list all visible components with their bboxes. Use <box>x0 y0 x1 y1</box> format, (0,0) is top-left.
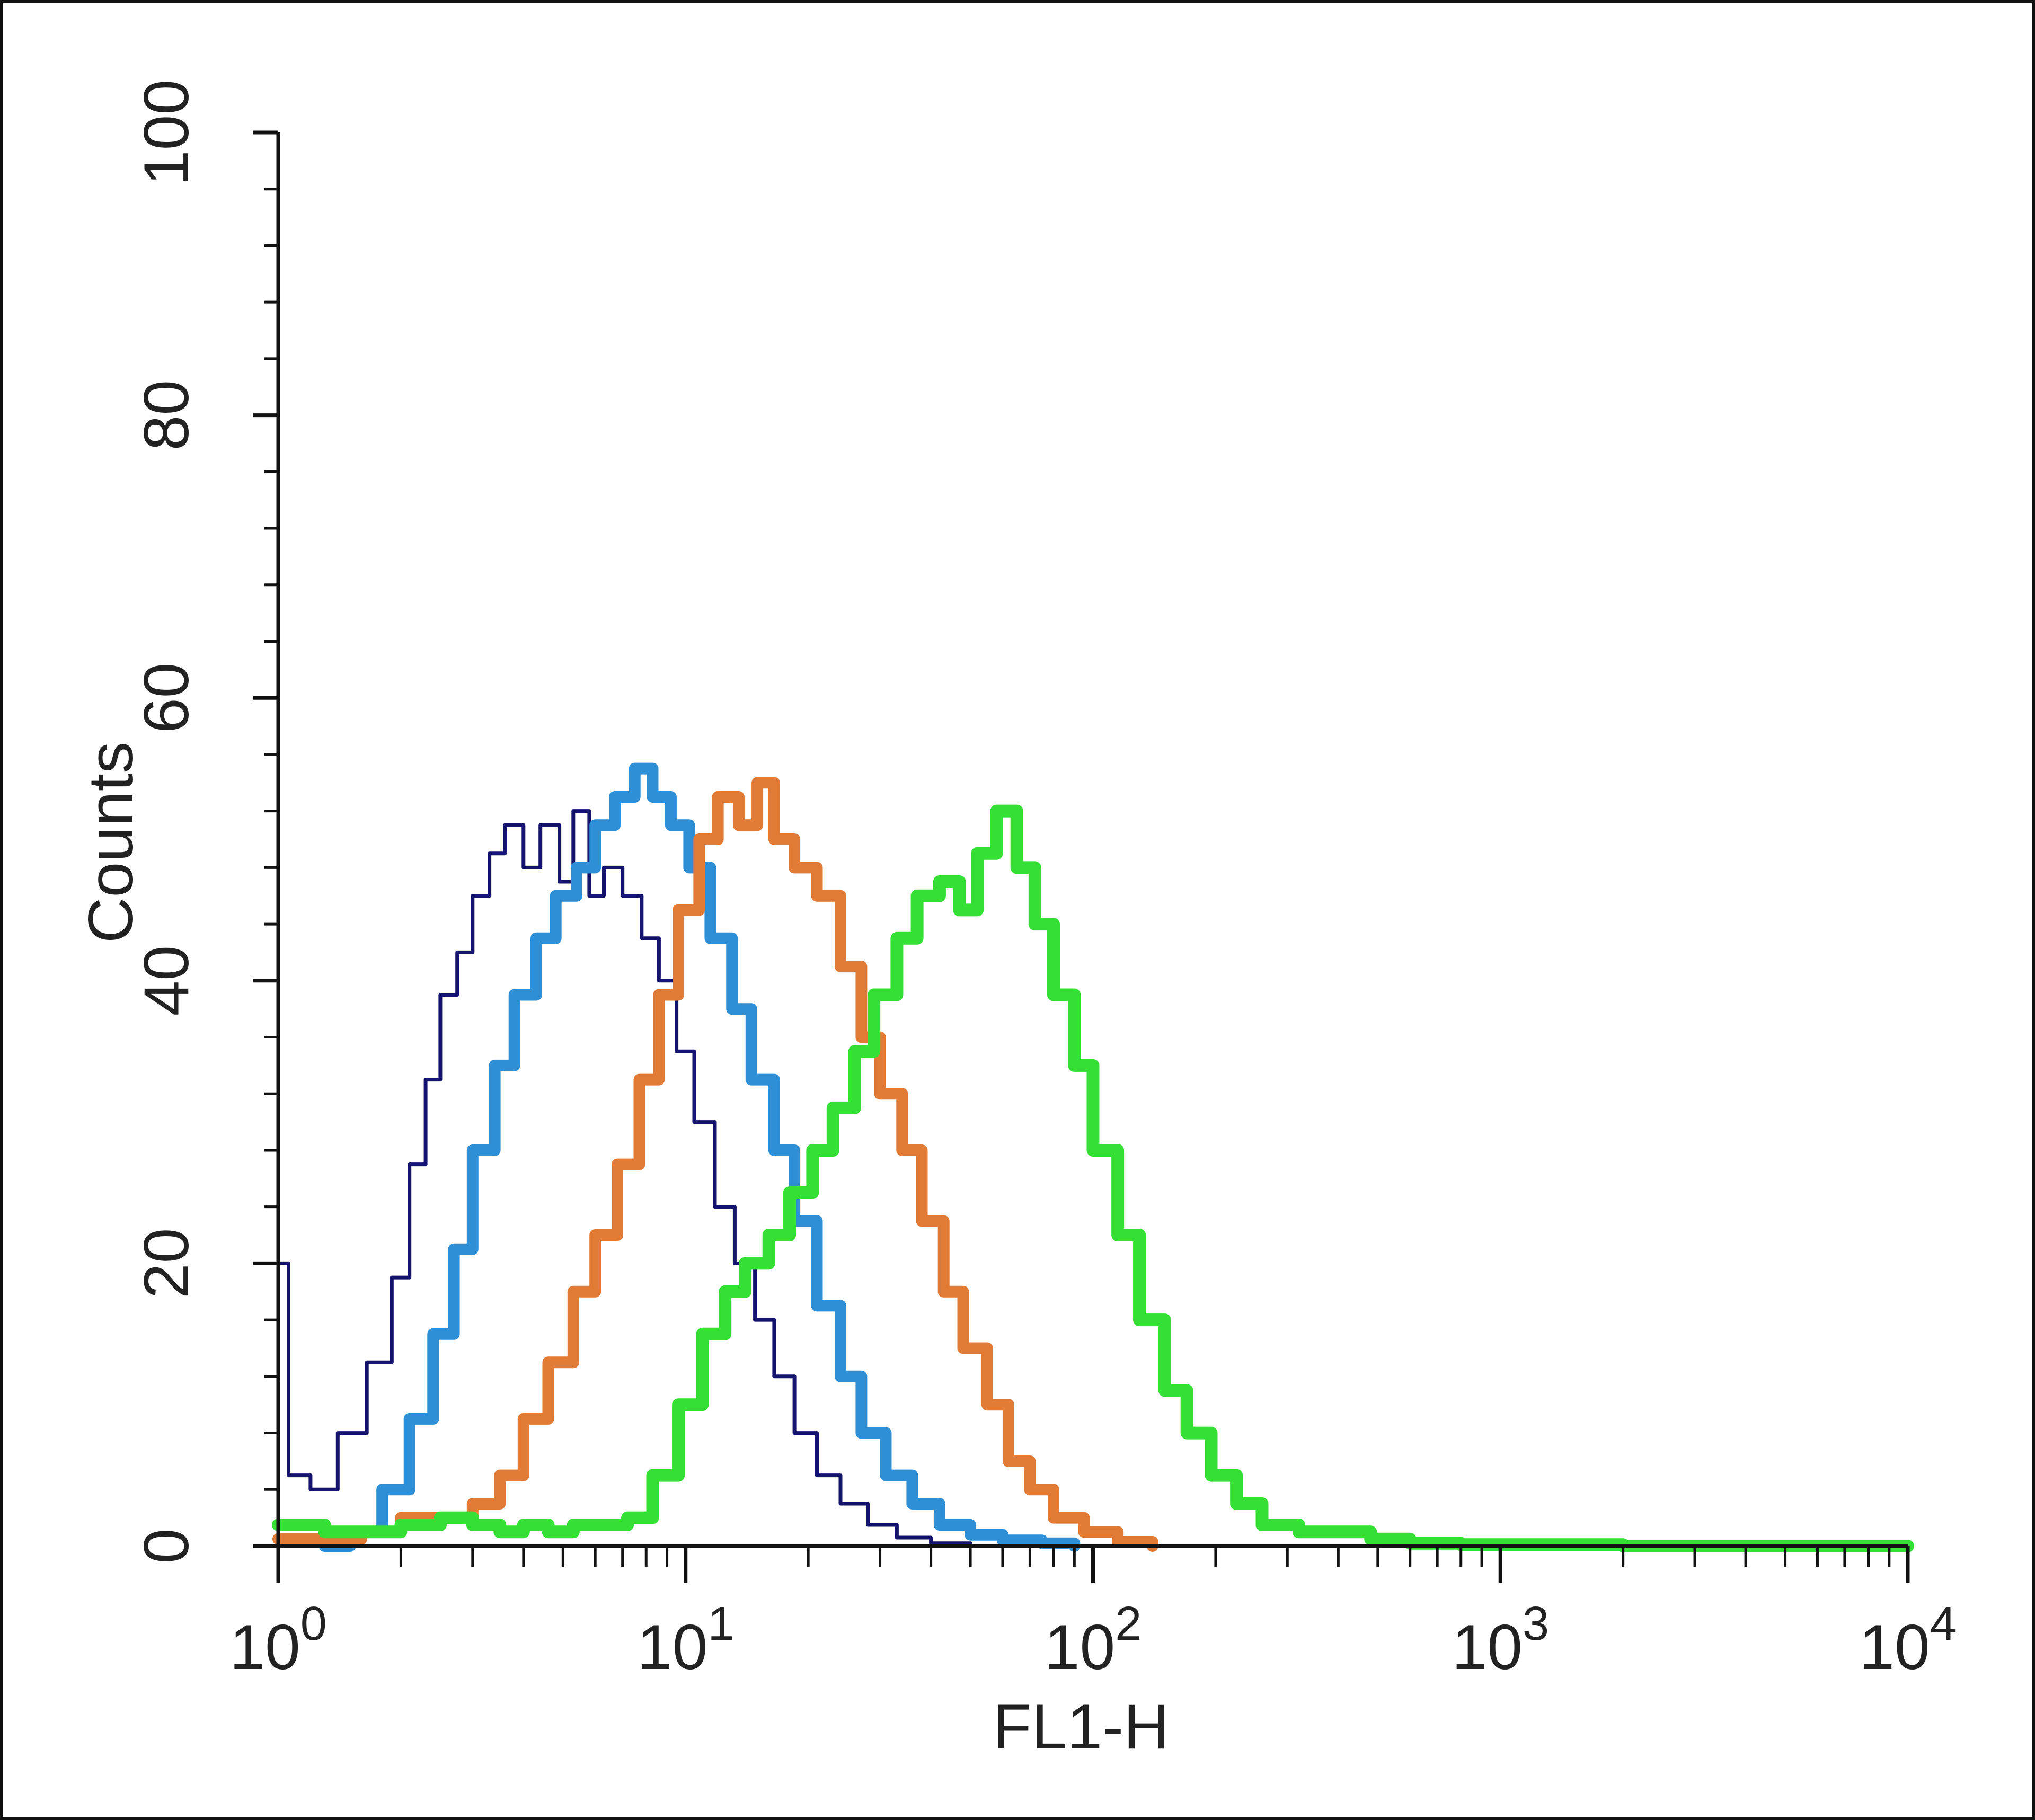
x-tick-label: 101 <box>637 1597 735 1683</box>
y-tick-label: 40 <box>131 945 202 1016</box>
y-tick-label: 100 <box>131 79 202 185</box>
series-layer <box>272 762 1914 1552</box>
y-tick-label: 80 <box>131 380 202 450</box>
x-tick-label: 104 <box>1859 1597 1957 1683</box>
x-axis-title: FL1-H <box>993 1691 1169 1762</box>
x-tick-label: 102 <box>1045 1597 1142 1683</box>
y-tick-label: 20 <box>131 1228 202 1299</box>
histogram-series-2 <box>318 762 1081 1552</box>
histogram-series-1 <box>276 809 972 1548</box>
histogram-series-3 <box>272 777 1158 1552</box>
x-tick-label: 100 <box>229 1597 327 1683</box>
histogram-series-4 <box>272 804 1914 1552</box>
axes-layer: 0 20 40 60 80 100 100 101 102 103 104 <box>131 79 1957 1683</box>
y-tick-label: 0 <box>131 1529 202 1564</box>
y-axis-title: Counts <box>75 742 146 943</box>
y-tick-label: 60 <box>131 662 202 733</box>
x-tick-label: 103 <box>1452 1597 1549 1683</box>
